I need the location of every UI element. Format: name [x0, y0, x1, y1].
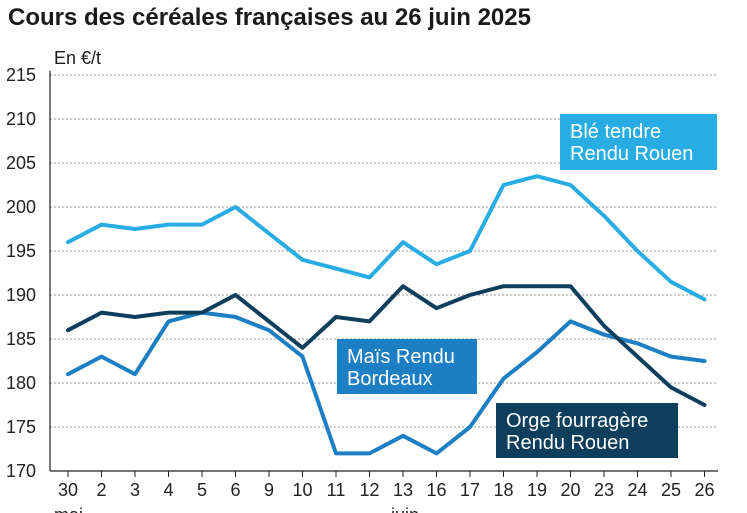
x-tick-label: 12: [359, 480, 379, 500]
y-tick-label: 185: [6, 329, 36, 349]
x-tick-label: 3: [130, 480, 140, 500]
y-tick-label: 190: [6, 285, 36, 305]
y-tick-label: 200: [6, 197, 36, 217]
y-tick-label: 175: [6, 417, 36, 437]
x-month-label: mai: [54, 505, 83, 513]
y-tick-label: 170: [6, 461, 36, 481]
y-tick-label: 195: [6, 241, 36, 261]
x-tick-label: 24: [627, 480, 647, 500]
x-tick-label: 20: [560, 480, 580, 500]
series-label: Maïs Rendu: [347, 346, 455, 368]
x-tick-label: 23: [594, 480, 614, 500]
series-label: Blé tendre: [570, 121, 661, 143]
x-tick-label: 2: [96, 480, 106, 500]
x-tick-label: 25: [661, 480, 681, 500]
x-tick-label: 19: [527, 480, 547, 500]
x-tick-label: 16: [426, 480, 446, 500]
x-tick-label: 17: [460, 480, 480, 500]
series-label: Orge fourragère: [506, 410, 648, 432]
series-line: [66, 310, 707, 456]
x-tick-label: 18: [493, 480, 513, 500]
y-tick-label: 205: [6, 153, 36, 173]
x-tick-label: 11: [327, 480, 346, 500]
x-tick-label: 9: [264, 480, 274, 500]
series-line: [66, 174, 707, 302]
y-tick-label: 180: [6, 373, 36, 393]
x-tick-label: 30: [58, 480, 78, 500]
x-tick-label: 4: [163, 480, 173, 500]
chart-title: Cours des céréales françaises au 26 juin…: [8, 4, 531, 31]
y-axis-unit: En €/t: [54, 48, 102, 68]
series-label-box: [337, 339, 477, 394]
series-label: Rendu Rouen: [506, 432, 629, 454]
x-tick-label: 6: [230, 480, 240, 500]
series-label-box: [496, 403, 678, 458]
series-label: Rendu Rouen: [570, 143, 693, 165]
series-label: Bordeaux: [347, 368, 433, 390]
x-tick-label: 13: [393, 480, 413, 500]
x-tick-label: 26: [694, 480, 714, 500]
series-label-box: [560, 114, 717, 170]
x-tick-label: 10: [292, 480, 312, 500]
series-line: [66, 284, 707, 407]
x-tick-label: 5: [197, 480, 207, 500]
y-tick-label: 215: [6, 65, 36, 85]
y-tick-label: 210: [6, 109, 36, 129]
x-month-label: juin: [390, 505, 419, 513]
